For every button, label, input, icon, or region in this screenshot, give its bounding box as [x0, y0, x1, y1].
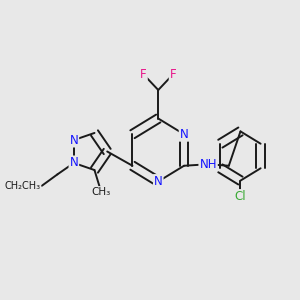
Text: N: N	[154, 175, 163, 188]
Text: CH₂CH₃: CH₂CH₃	[4, 181, 41, 191]
Text: Cl: Cl	[235, 190, 246, 203]
Text: N: N	[70, 157, 78, 169]
Text: NH: NH	[200, 158, 217, 171]
Text: F: F	[140, 68, 147, 81]
Text: N: N	[70, 134, 78, 146]
Text: N: N	[180, 128, 188, 141]
Text: CH₃: CH₃	[91, 187, 110, 197]
Text: F: F	[170, 68, 176, 81]
